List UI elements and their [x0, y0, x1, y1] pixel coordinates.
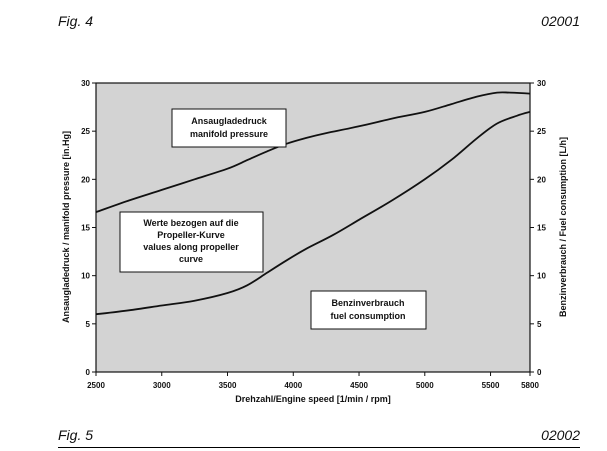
y-tick-label-right: 5	[537, 320, 542, 329]
annotation-manifold: Ansaugladedruck manifold pressure	[171, 108, 287, 148]
annotation-propeller-line1: Werte bezogen auf die	[143, 218, 238, 228]
y-tick-label-right: 10	[537, 272, 546, 281]
figure-code-top: 02001	[541, 13, 580, 29]
x-tick-label: 3500	[219, 381, 237, 390]
x-axis-label: Drehzahl/Engine speed [1/min / rpm]	[235, 394, 391, 404]
x-tick-label: 5800	[521, 381, 539, 390]
annotation-fuel: Benzinverbrauch fuel consumption	[310, 290, 427, 330]
y-tick-label-right: 25	[537, 127, 546, 136]
footer-rule	[58, 447, 580, 448]
annotation-propeller-line4: curve	[179, 254, 203, 264]
annotation-propeller-line2: Propeller-Kurve	[157, 230, 225, 240]
axis-ticks: 0 0 5 5 10 10 15 15 20 20 25 25 30 30 2500 3000 3500 4000…	[81, 79, 546, 390]
y-tick-label-right: 15	[537, 224, 546, 233]
annotation-manifold-line1: Ansaugladedruck	[191, 116, 268, 126]
x-tick-label: 3000	[153, 381, 171, 390]
y-tick-label-left: 5	[86, 320, 91, 329]
series-line-fuel-consumption	[95, 111, 531, 316]
annotation-fuel-line1: Benzinverbrauch	[331, 298, 404, 308]
y-tick-label-left: 30	[81, 79, 90, 88]
y-axis-label-right: Benzinverbrauch / Fuel consumption [L/h]	[558, 137, 568, 317]
y-tick-label-left: 20	[81, 175, 90, 184]
y-tick-label-right: 20	[537, 175, 546, 184]
series-line-manifold-pressure	[95, 91, 531, 213]
figure-label-bottom: Fig. 5	[58, 427, 94, 443]
series-group	[95, 91, 531, 316]
annotation-propeller-line3: values along propeller	[143, 242, 239, 252]
x-tick-label: 2500	[87, 381, 105, 390]
x-tick-label: 5000	[416, 381, 434, 390]
y-tick-label-right: 30	[537, 79, 546, 88]
y-axis-label-left: Ansaugladedruck / manifold pressure [in.…	[61, 131, 71, 323]
x-tick-label: 4500	[350, 381, 368, 390]
y-tick-label-left: 15	[81, 224, 90, 233]
figure-label-top: Fig. 4	[58, 13, 94, 29]
y-tick-label-left: 10	[81, 272, 90, 281]
x-tick-label: 5500	[482, 381, 500, 390]
y-tick-label-right: 0	[537, 368, 542, 377]
annotation-propeller: Werte bezogen auf die Propeller-Kurve va…	[119, 211, 264, 273]
x-tick-label: 4000	[284, 381, 302, 390]
y-tick-label-left: 0	[86, 368, 91, 377]
annotation-fuel-line2: fuel consumption	[331, 311, 406, 321]
annotation-manifold-line2: manifold pressure	[190, 129, 268, 139]
y-tick-label-left: 25	[81, 127, 90, 136]
figure-code-bottom: 02002	[541, 427, 580, 443]
